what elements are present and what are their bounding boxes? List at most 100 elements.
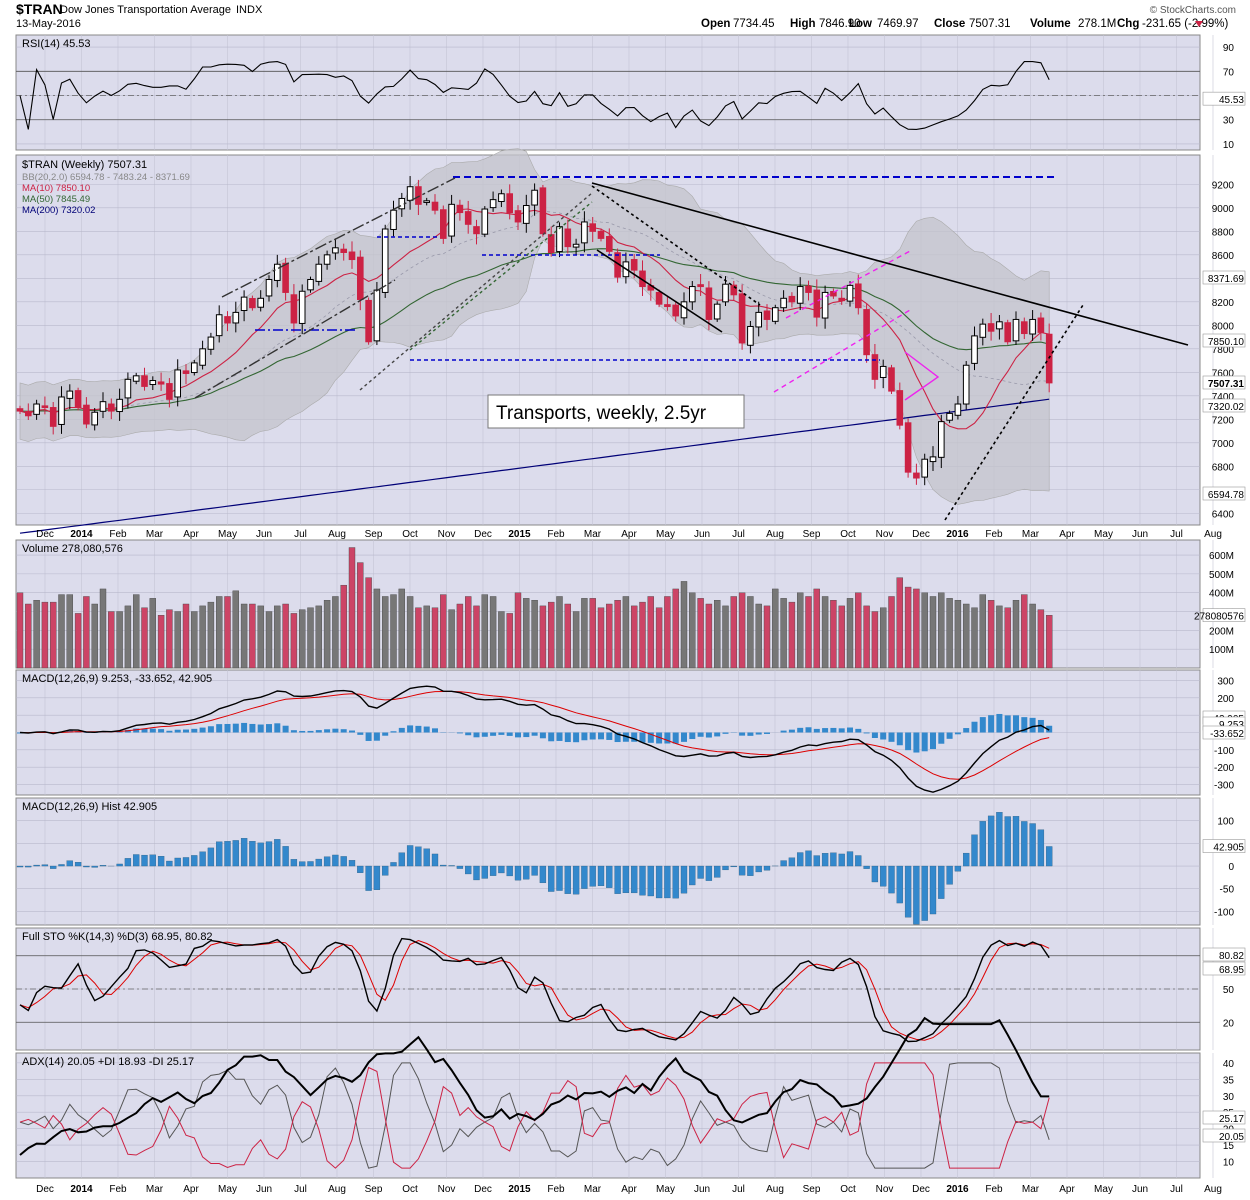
candle-body [357, 256, 364, 300]
candle-body [157, 381, 165, 385]
price-tick-label: 8800 [1212, 227, 1235, 238]
x-axis-label-bottom: Aug [328, 1184, 346, 1195]
volume-bar [58, 594, 65, 669]
x-axis-label-bottom: Jun [1132, 1184, 1148, 1195]
macd-hist-bar [1021, 717, 1028, 733]
candle-body [904, 422, 912, 473]
candle-body [440, 209, 447, 239]
volume-bar [473, 605, 480, 669]
macd-hist-bar [963, 728, 970, 733]
macd-hist-bar [116, 731, 123, 733]
macd-hist-bar [207, 726, 214, 733]
hist-bar [33, 864, 40, 867]
hist-bar [971, 834, 978, 867]
candle-body [323, 254, 331, 265]
volume-label: Volume [1030, 18, 1071, 30]
hist-bar [963, 852, 970, 867]
hist-bar [556, 865, 563, 891]
candle-body [772, 307, 779, 322]
macd-hist-bar [689, 732, 696, 740]
x-axis-label: Aug [328, 529, 346, 540]
macd-hist-bar [531, 732, 538, 736]
macd-hist-bar [905, 732, 912, 751]
hist-bar [141, 854, 148, 867]
macd-hist-bar [979, 717, 986, 733]
hist-bar [423, 848, 430, 867]
hist-bar [1046, 846, 1053, 867]
macd-hist-bar [788, 729, 795, 733]
candle-body [755, 311, 763, 328]
hist-bar [299, 861, 306, 867]
hist-bar [240, 838, 248, 867]
symbol: $TRAN [16, 1, 63, 17]
volume-bar [232, 590, 240, 669]
macd-hist-bar [1004, 715, 1011, 733]
candle-body [174, 369, 181, 398]
candle-body [722, 283, 729, 303]
macd-hist-bar [1046, 725, 1053, 733]
rsi-tick-label: 70 [1223, 67, 1235, 78]
candle-body [473, 226, 480, 235]
hist-bar [863, 865, 870, 869]
hist-bar [996, 812, 1003, 867]
volume-bar [971, 607, 978, 669]
macd-hist-bar [141, 728, 148, 733]
x-axis-label-bottom: Jul [1170, 1184, 1183, 1195]
x-axis-label-bottom: Apr [1059, 1184, 1075, 1195]
candle-body [796, 286, 804, 304]
annotation-text: Transports, weekly, 2.5yr [496, 403, 707, 424]
hist-bar [440, 864, 447, 867]
hist-bar [805, 850, 812, 867]
candle-body [108, 403, 115, 412]
macd-line [19, 685, 1050, 793]
volume-bar [880, 607, 887, 669]
down-arrow-icon [1195, 21, 1203, 27]
macd-hist-panel: -100-50050100MACD(12,26,9) Hist 42.90542… [15, 797, 1246, 926]
candle-body [921, 458, 929, 478]
candle-body [348, 251, 356, 261]
macd-legend: MACD(12,26,9) 9.253, -33.652, 42.905 [22, 673, 212, 685]
hist-legend: MACD(12,26,9) Hist 42.905 [22, 801, 157, 813]
price-legend-main: $TRAN (Weekly) 7507.31 [22, 159, 147, 171]
volume-bar [498, 611, 505, 669]
volume-bar [207, 601, 215, 669]
adx-tick-label: 30 [1223, 1092, 1235, 1103]
x-axis-label-bottom: Sep [365, 1184, 383, 1195]
volume-bar [423, 605, 430, 669]
hist-bar [539, 865, 547, 884]
candle-body [332, 247, 339, 254]
macd-hist-bar [996, 713, 1003, 733]
macd-hist-bar [398, 727, 405, 733]
macd-hist-bar [598, 732, 604, 740]
macd-hist-bar [855, 728, 862, 733]
candle-body [365, 299, 372, 343]
candle-body [780, 297, 787, 309]
macd-hist-bar [282, 725, 289, 733]
volume-bar [896, 577, 903, 669]
candle-body [257, 297, 264, 308]
candle-body [531, 189, 538, 206]
candle-body [938, 421, 945, 458]
candle-body [1037, 317, 1045, 333]
x-axis-label-bottom: 2016 [946, 1184, 969, 1195]
candle-body [406, 186, 414, 201]
volume-bar [99, 588, 107, 669]
volume-bar [772, 588, 779, 669]
macd-hist-bar [871, 732, 878, 738]
volume-bar [373, 588, 381, 669]
macd-hist-bar [232, 723, 239, 733]
bb-lower-tag: 6594.78 [1208, 490, 1245, 501]
x-axis-label-bottom: Feb [109, 1184, 127, 1195]
candle-body [606, 236, 613, 252]
macd-hist-bar [938, 732, 945, 744]
sto-tick-label: 20 [1223, 1018, 1235, 1029]
hist-tick-label: -100 [1214, 907, 1234, 918]
candle-body [207, 336, 215, 350]
volume-bar [606, 603, 613, 669]
candle-body [166, 383, 173, 400]
hist-bar [431, 853, 439, 867]
exchange: INDX [236, 4, 263, 16]
bollinger-band [19, 148, 1050, 505]
volume-tag: 278080576 [1194, 612, 1244, 623]
annotation-box [487, 394, 745, 429]
